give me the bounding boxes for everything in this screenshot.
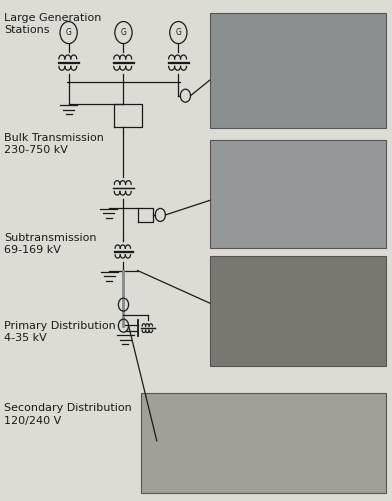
- Text: Subtransmission
69-169 kV: Subtransmission 69-169 kV: [4, 233, 96, 256]
- Text: G: G: [176, 28, 181, 37]
- Text: G: G: [66, 28, 71, 37]
- Bar: [210, 13, 386, 128]
- Text: Bulk Transmission
230-750 kV: Bulk Transmission 230-750 kV: [4, 133, 104, 155]
- Bar: [210, 140, 386, 248]
- Text: Large Generation
Stations: Large Generation Stations: [4, 13, 101, 35]
- Text: G: G: [121, 28, 126, 37]
- Bar: [210, 256, 386, 366]
- Text: Secondary Distribution
120/240 V: Secondary Distribution 120/240 V: [4, 403, 132, 426]
- Text: Primary Distribution
4-35 kV: Primary Distribution 4-35 kV: [4, 321, 116, 343]
- Bar: [141, 393, 386, 493]
